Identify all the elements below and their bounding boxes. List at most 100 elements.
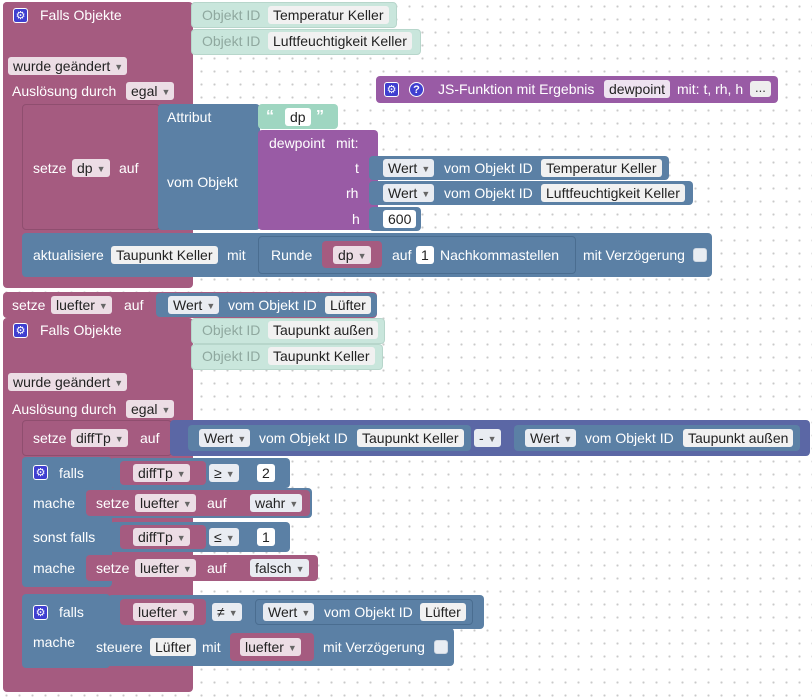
variable-dropdown-difftp[interactable]: diffTp ▼ [133, 528, 190, 546]
wert-dropdown[interactable]: Wert ▼ [199, 429, 251, 447]
digits-field[interactable]: 1 [416, 246, 434, 264]
wert-dropdown[interactable]: Wert ▼ [263, 603, 315, 621]
gear-icon[interactable]: ⚙ [13, 323, 28, 338]
mache-label: mache [33, 560, 76, 576]
param-h-label: h [352, 211, 360, 227]
number-field[interactable]: 1 [257, 528, 275, 546]
variable-dropdown-luefter[interactable]: luefter ▼ [133, 603, 194, 621]
runde-label: Runde [271, 247, 313, 263]
variable-name: luefter [245, 639, 284, 655]
dropdown-arrow-icon: ▼ [96, 164, 106, 174]
variable-dropdown-difftp[interactable]: diffTp ▼ [71, 429, 128, 447]
round-block[interactable] [258, 236, 576, 274]
object-id-field[interactable]: Luftfeuchtigkeit Keller [541, 184, 685, 202]
falls-label: falls [59, 604, 84, 620]
variable-dropdown-dp[interactable]: dp ▼ [333, 246, 371, 264]
control-target-field[interactable]: Lüfter [150, 638, 196, 656]
gear-icon[interactable]: ⚙ [384, 82, 399, 97]
delay-label: mit Verzögerung [583, 247, 685, 263]
checkbox-icon[interactable] [434, 640, 448, 654]
dropdown-arrow-icon: ▼ [176, 533, 186, 543]
variable-dropdown-difftp[interactable]: diffTp ▼ [133, 464, 190, 482]
object-id-field[interactable]: Taupunkt außen [268, 321, 379, 339]
setze-label: setze [33, 430, 67, 446]
dewpoint-call-block[interactable] [258, 130, 378, 230]
number-field[interactable]: 2 [257, 464, 275, 482]
changed-dropdown[interactable]: wurde geändert ▼ [8, 57, 128, 75]
bool-dropdown-false[interactable]: falsch ▼ [250, 559, 309, 577]
mache-label: mache [33, 495, 76, 511]
changed-dropdown[interactable]: wurde geändert ▼ [8, 373, 128, 391]
objekt-id-label: Objekt ID [202, 7, 261, 23]
trigger-label: Auslösung durch [12, 401, 117, 417]
trigger-dropdown[interactable]: egal ▼ [126, 400, 175, 418]
vom-objekt-id-label: vom Objekt ID [259, 430, 348, 446]
wert-dropdown[interactable]: Wert ▼ [383, 159, 435, 177]
attribut-label: Attribut [167, 109, 212, 125]
vom-objekt-id-label: vom Objekt ID [444, 185, 533, 201]
setze-label: setze [12, 297, 46, 313]
dropdown-arrow-icon: ▼ [206, 301, 216, 311]
wert-label: Wert [388, 160, 418, 176]
gear-icon[interactable]: ⚙ [13, 8, 28, 23]
objekt-id-label: Objekt ID [202, 322, 261, 338]
attribute-block[interactable] [158, 104, 260, 230]
bool-dropdown-true[interactable]: wahr ▼ [250, 494, 303, 512]
object-id-field[interactable]: Temperatur Keller [541, 159, 662, 177]
operator-dropdown[interactable]: ≥ ▼ [209, 464, 239, 482]
delay-label: mit Verzögerung [323, 639, 425, 655]
gear-icon[interactable]: ⚙ [33, 605, 48, 620]
object-id-field[interactable]: Lüfter [420, 603, 466, 621]
changed-label: wurde geändert [13, 374, 111, 390]
checkbox-icon[interactable] [693, 248, 707, 262]
auf-label: auf [207, 495, 227, 511]
dropdown-arrow-icon: ▼ [114, 62, 124, 72]
dropdown-arrow-icon: ▼ [182, 499, 192, 509]
wert-label: Wert [173, 297, 203, 313]
function-name-field[interactable]: dewpoint [604, 80, 671, 98]
vom-objekt-label: vom Objekt [167, 174, 238, 190]
object-id-field[interactable]: Lüfter [325, 296, 371, 314]
dropdown-arrow-icon: ▼ [114, 434, 124, 444]
question-icon[interactable]: ? [409, 82, 424, 97]
operator-dropdown[interactable]: ≠ ▼ [212, 603, 242, 621]
operator-dropdown[interactable]: - ▼ [474, 429, 501, 447]
operator-dropdown[interactable]: ≤ ▼ [209, 528, 239, 546]
wert-dropdown[interactable]: Wert ▼ [168, 296, 220, 314]
dropdown-arrow-icon: ▼ [98, 301, 108, 311]
variable-name: luefter [140, 560, 179, 576]
variable-dropdown-luefter[interactable]: luefter ▼ [51, 296, 112, 314]
auf-label: auf [140, 430, 160, 446]
js-function-label: JS-Funktion mit Ergebnis [438, 81, 595, 97]
wert-dropdown[interactable]: Wert ▼ [525, 429, 577, 447]
number-field-h[interactable]: 600 [383, 210, 417, 228]
variable-dropdown-luefter[interactable]: luefter ▼ [135, 559, 196, 577]
param-t-label: t [355, 160, 359, 176]
wert-label: Wert [204, 430, 234, 446]
object-id-field[interactable]: Taupunkt Keller [357, 429, 464, 447]
object-id-field[interactable]: Taupunkt außen [683, 429, 794, 447]
variable-dropdown-luefter[interactable]: luefter ▼ [135, 494, 196, 512]
text-value[interactable]: dp [285, 108, 311, 126]
trigger-dropdown[interactable]: egal ▼ [126, 82, 175, 100]
variable-name: diffTp [76, 430, 111, 446]
object-id-field[interactable]: Taupunkt Keller [268, 347, 375, 365]
trigger-label: Auslösung durch [12, 83, 117, 99]
object-id-field[interactable]: Temperatur Keller [268, 6, 389, 24]
wert-dropdown[interactable]: Wert ▼ [383, 184, 435, 202]
update-target-field[interactable]: Taupunkt Keller [111, 246, 218, 264]
trigger-value: egal [131, 83, 158, 99]
variable-dropdown-dp[interactable]: dp ▼ [72, 159, 110, 177]
js-function-block[interactable] [376, 76, 778, 103]
gear-icon[interactable]: ⚙ [33, 465, 48, 480]
dropdown-arrow-icon: ▼ [421, 189, 431, 199]
more-button[interactable]: ... [750, 81, 771, 97]
dropdown-arrow-icon: ▼ [225, 469, 235, 479]
param-rh-label: rh [346, 185, 359, 201]
vom-objekt-id-label: vom Objekt ID [585, 430, 674, 446]
variable-dropdown-luefter[interactable]: luefter ▼ [240, 638, 301, 656]
object-id-field[interactable]: Luftfeuchtigkeit Keller [268, 32, 412, 50]
dropdown-arrow-icon: ▼ [180, 608, 190, 618]
dropdown-arrow-icon: ▼ [182, 564, 192, 574]
wert-label: Wert [388, 185, 418, 201]
